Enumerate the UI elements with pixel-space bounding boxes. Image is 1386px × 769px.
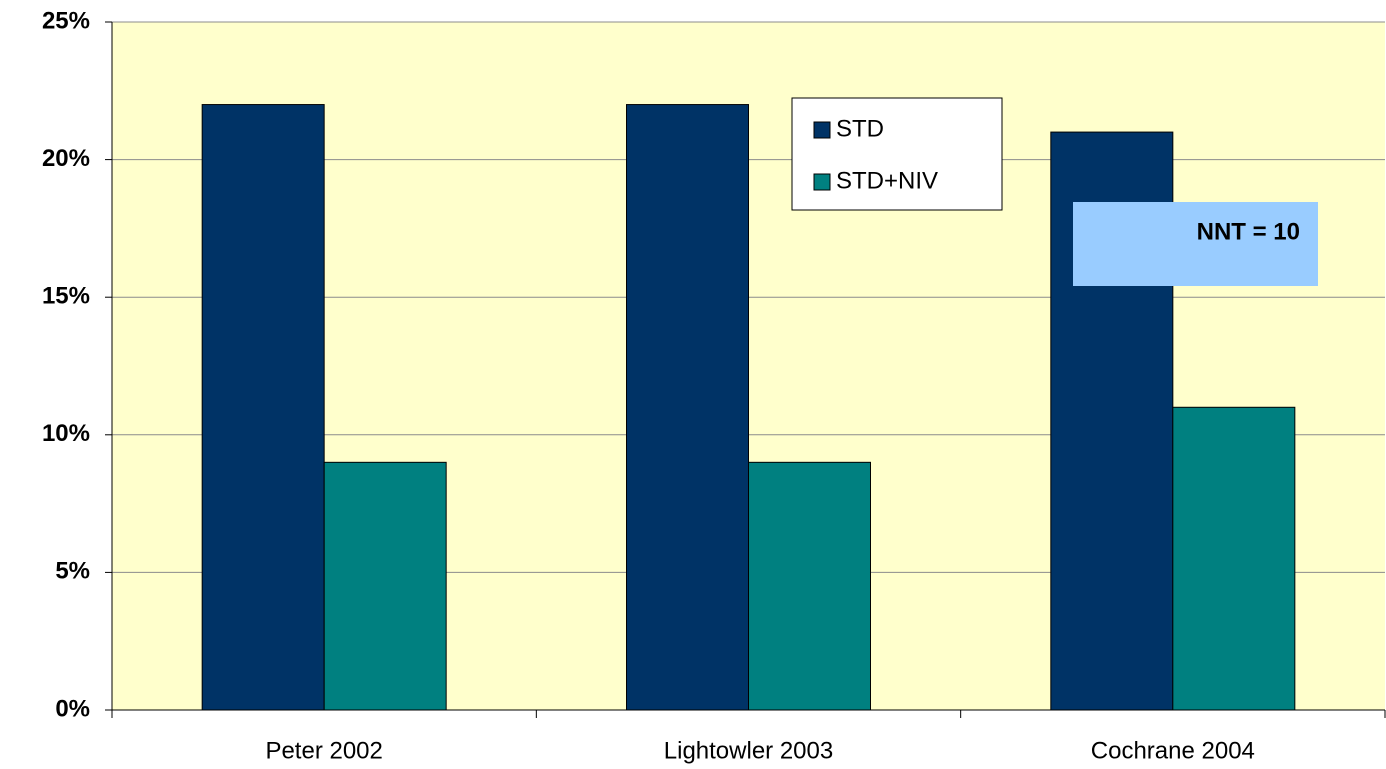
bar [748, 461, 871, 711]
bar [323, 461, 447, 711]
y-tick-label: 20% [42, 145, 90, 172]
annotation: NNT = 10 [1197, 218, 1300, 245]
y-tick-label: 5% [55, 558, 90, 585]
legend-label: STD+NIV [836, 167, 938, 194]
bar [201, 104, 325, 711]
legend-swatch [813, 121, 831, 139]
y-tick-label: 15% [42, 283, 90, 310]
legend-swatch [813, 173, 831, 191]
x-tick-label: Lightowler 2003 [664, 737, 833, 764]
y-tick-label: 25% [42, 7, 90, 34]
y-tick-label: 0% [55, 695, 90, 722]
bar [1172, 406, 1296, 711]
x-tick-label: Peter 2002 [265, 737, 382, 764]
legend-label: STD [836, 115, 884, 142]
bar [626, 104, 749, 711]
x-tick-label: Cochrane 2004 [1091, 737, 1255, 764]
y-tick-label: 10% [42, 420, 90, 447]
legend-box [791, 97, 1003, 211]
annotation-box [1073, 202, 1318, 286]
